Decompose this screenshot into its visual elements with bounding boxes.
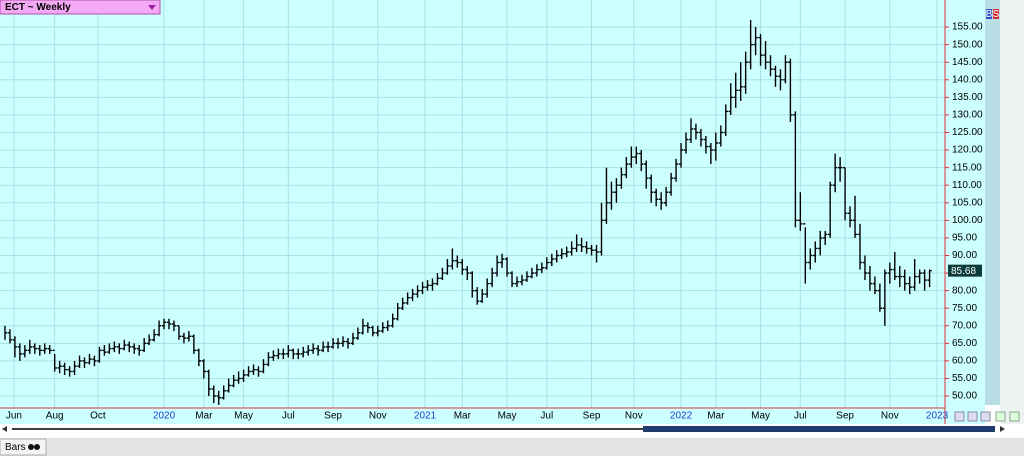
x-tick-label: 2023: [926, 411, 949, 422]
y-tick-label: 110.00: [952, 180, 982, 191]
scroll-right[interactable]: [1000, 426, 1005, 432]
x-tick-label: Nov: [881, 411, 899, 422]
buy-label: B: [986, 9, 993, 20]
tab-label: Bars: [5, 442, 26, 453]
bars-tab[interactable]: [0, 438, 47, 456]
y-tick-label: 60.00: [952, 356, 977, 367]
right-panel: [985, 0, 1000, 405]
x-tick-label: Nov: [625, 411, 643, 422]
y-tick-label: 80.00: [952, 285, 977, 296]
x-tick-label: Sep: [583, 411, 601, 422]
x-tick-label: Jul: [540, 411, 553, 422]
y-tick-label: 130.00: [952, 110, 983, 121]
buy-button[interactable]: [986, 9, 992, 19]
tool-icon[interactable]: [1009, 411, 1020, 422]
y-tick-label: 75.00: [952, 303, 977, 314]
x-tick-label: Mar: [195, 411, 213, 422]
y-tick-label: 105.00: [952, 197, 983, 208]
x-tick-label: Jul: [282, 411, 295, 422]
scroll-left[interactable]: [2, 426, 7, 432]
x-tick-label: Mar: [454, 411, 472, 422]
x-tick-label: May: [751, 411, 770, 422]
x-tick-label: Oct: [90, 411, 106, 422]
chart-title: ECT ~ Weekly: [5, 2, 71, 13]
y-tick-label: 70.00: [952, 320, 977, 331]
symbol-box[interactable]: [0, 0, 161, 15]
y-tick-label: 65.00: [952, 338, 977, 349]
last-price-label: 85.68: [951, 266, 976, 277]
last-price-box: [948, 264, 982, 277]
y-tick-label: 125.00: [952, 127, 983, 138]
price-axis: [945, 0, 985, 424]
tool-icon[interactable]: [980, 411, 991, 422]
x-tick-label: Jul: [794, 411, 807, 422]
x-tick-label: Aug: [46, 411, 64, 422]
y-tick-label: 115.00: [952, 162, 982, 173]
y-tick-label: 95.00: [952, 233, 977, 244]
scroll-thumb[interactable]: [643, 426, 995, 432]
y-tick-label: 120.00: [952, 145, 983, 156]
y-tick-label: 50.00: [952, 391, 977, 402]
x-tick-label: Sep: [836, 411, 854, 422]
x-tick-label: Jun: [6, 411, 22, 422]
tool-icon[interactable]: [995, 411, 1006, 422]
x-tick-label: Nov: [369, 411, 387, 422]
toolbar-icons: [954, 411, 1020, 422]
y-tick-label: 145.00: [952, 57, 983, 68]
y-tick-label: 100.00: [952, 215, 983, 226]
y-tick-label: 140.00: [952, 74, 983, 85]
x-tick-label: Mar: [707, 411, 725, 422]
sell-label: S: [993, 9, 1000, 20]
tab-icon: [34, 444, 40, 450]
tab-icon: [28, 444, 34, 450]
tool-icon[interactable]: [954, 411, 965, 422]
x-tick-label: May: [234, 411, 253, 422]
plot-background: [0, 0, 945, 424]
sell-button[interactable]: [993, 9, 999, 19]
y-tick-label: 55.00: [952, 373, 977, 384]
dropdown-arrow[interactable]: [148, 5, 156, 10]
y-tick-label: 155.00: [952, 22, 983, 33]
x-tick-label: May: [498, 411, 517, 422]
y-tick-label: 150.00: [952, 39, 983, 50]
y-tick-label: 90.00: [952, 250, 977, 261]
y-tick-label: 135.00: [952, 92, 983, 103]
x-tick-label: 2020: [153, 411, 176, 422]
tool-icon[interactable]: [967, 411, 978, 422]
tab-bar: [0, 438, 1024, 456]
x-tick-label: Sep: [324, 411, 342, 422]
x-tick-label: 2021: [414, 411, 437, 422]
x-tick-label: 2022: [670, 411, 693, 422]
right-margin: [1000, 0, 1024, 424]
